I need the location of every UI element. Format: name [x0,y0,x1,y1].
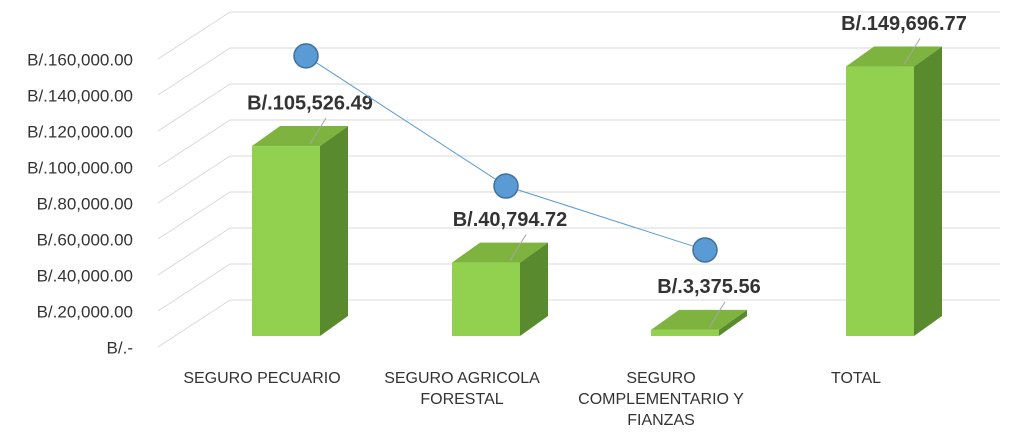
y-tick-label: B/.160,000.00 [27,50,133,69]
grid-line [157,263,231,312]
x-tick-label: SEGURO AGRICOLA FORESTAL [384,370,540,408]
grid-line [157,47,231,96]
leader-line [509,234,527,261]
bar-top [252,126,348,147]
x-tick-label: SEGURO COMPLEMENTARIO Y FIANZAS [578,370,744,429]
bar-top [452,242,548,263]
y-tick-label: B/.60,000.00 [37,230,133,249]
value-label: B/.105,526.49 [247,92,373,114]
y-tick-label: B/.40,000.00 [37,266,133,285]
leader-line [309,117,327,145]
bar [452,262,520,336]
y-tick-label: B/.20,000.00 [37,302,133,321]
bar-side [320,126,348,337]
bar-top [846,46,942,67]
bar [846,66,914,337]
grid-line [157,11,231,60]
grid-line [157,191,231,240]
bar [252,146,320,336]
bar-top [651,309,747,330]
bar [651,329,719,336]
leader-line [708,301,726,329]
bar-side [520,242,548,336]
leader-line [903,38,921,65]
y-tick-label: B/.- [107,338,133,357]
grid-line [157,299,231,348]
y-tick-label: B/.120,000.00 [27,122,133,141]
grid-line [157,227,231,276]
marker [293,43,319,69]
marker [493,173,519,199]
grid-line [157,119,231,168]
x-tick-label: SEGURO PECUARIO [183,370,341,387]
y-tick-label: B/.80,000.00 [37,194,133,213]
marker [692,237,718,263]
grid-line [157,155,231,204]
bar-side [914,46,942,337]
grid-line [157,83,231,132]
bar-side [719,309,747,336]
x-tick-label: TOTAL [830,370,882,387]
value-label: B/.3,375.56 [657,276,760,298]
value-label: B/.149,696.77 [841,13,967,35]
y-tick-label: B/.140,000.00 [27,86,133,105]
value-label: B/.40,794.72 [453,209,568,231]
y-tick-label: B/.100,000.00 [27,158,133,177]
